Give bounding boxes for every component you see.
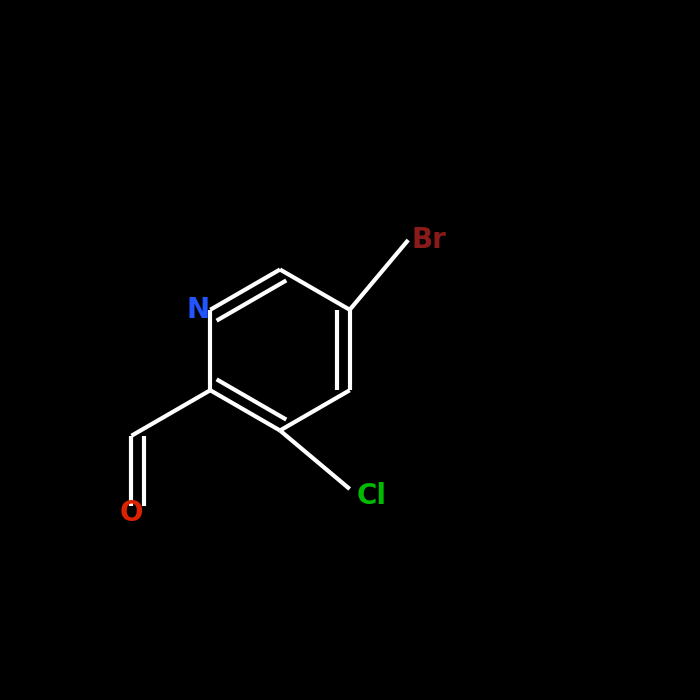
Text: Br: Br (412, 226, 447, 254)
Text: N: N (186, 295, 209, 323)
Text: Cl: Cl (357, 482, 386, 510)
Text: O: O (120, 498, 144, 527)
